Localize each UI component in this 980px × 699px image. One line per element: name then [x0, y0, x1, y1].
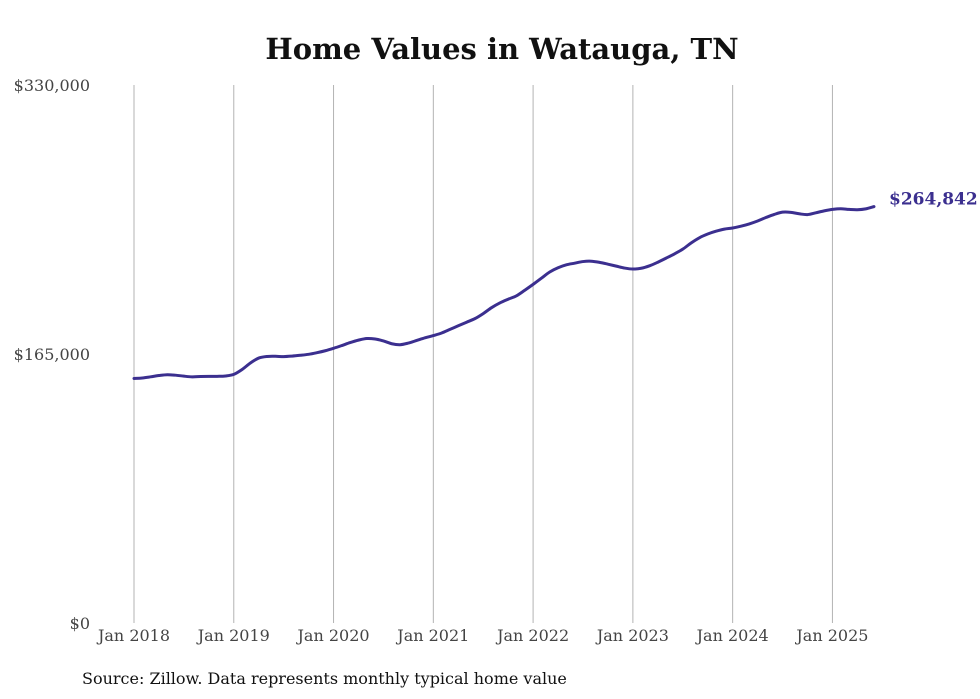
x-tick-label: Jan 2020 — [296, 626, 370, 645]
y-tick-label: $165,000 — [14, 345, 90, 364]
y-tick-label: $0 — [70, 614, 90, 633]
x-tick-label: Jan 2019 — [196, 626, 270, 645]
x-tick-label: Jan 2022 — [495, 626, 569, 645]
x-tick-label: Jan 2024 — [695, 626, 769, 645]
series-line-home-value — [132, 205, 876, 380]
x-axis-tick-labels: Jan 2018 Jan 2019 Jan 2020 Jan 2021 Jan 2022… — [96, 626, 868, 645]
y-axis-tick-labels: $0 $165,000 $330,000 — [14, 76, 90, 633]
source-note: Source: Zillow. Data represents monthly … — [82, 669, 567, 688]
y-tick-label: $330,000 — [14, 76, 90, 95]
vertical-grid-lines — [133, 85, 833, 623]
x-tick-label: Jan 2025 — [794, 626, 868, 645]
end-value-label: $264,842 — [889, 190, 978, 210]
x-tick-label: Jan 2021 — [395, 626, 469, 645]
chart-title: Home Values in Watauga, TN — [265, 32, 738, 66]
x-tick-label: Jan 2023 — [595, 626, 669, 645]
x-tick-label: Jan 2018 — [96, 626, 170, 645]
